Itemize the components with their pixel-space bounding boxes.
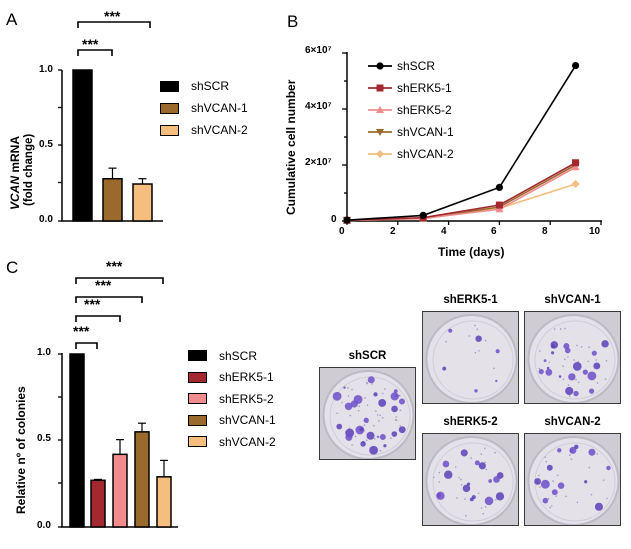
c-ytick-05: 0.5	[37, 433, 51, 444]
c-sig-stars-4: ***	[106, 258, 123, 274]
b-xtick: 10	[589, 226, 601, 237]
panel-c-chart: 1.0 0.5 0.0 Relative nº of colonies *** …	[0, 250, 300, 544]
b-legend-label: shERK5-2	[397, 103, 452, 117]
c-legend-item: shERK5-1	[188, 367, 276, 389]
legend-label: shSCR	[191, 79, 230, 93]
b-ytick-6e7: 6×10⁷	[305, 45, 332, 56]
bar-shscr	[72, 69, 93, 222]
a-ytick-05: 0.5	[39, 139, 53, 150]
a-legend: shSCR shVCAN-1 shVCAN-2	[160, 75, 248, 141]
colony-photo-sherk5-2	[422, 433, 519, 526]
line-shscr	[346, 65, 577, 221]
legend-label: shSCR	[219, 348, 258, 363]
legend-label: shVCAN-2	[191, 123, 248, 137]
c-sig-stars-1: ***	[73, 323, 90, 339]
legend-swatch-icon	[188, 371, 207, 383]
colony-photo-sherk5-1	[422, 311, 519, 404]
legend-label: shVCAN-2	[219, 434, 276, 449]
legend-label: shERK5-1	[219, 370, 274, 385]
b-ytick-2e7: 2×10⁷	[305, 157, 332, 168]
a-ylabel-line2: (fold change)	[23, 133, 35, 206]
a-legend-item: shSCR	[160, 75, 248, 97]
bar-shvcan-2	[156, 476, 172, 528]
b-legend-label: shERK5-1	[397, 81, 452, 95]
photo-label-sherk5-2: shERK5-2	[443, 416, 498, 428]
legend-label: shERK5-2	[219, 391, 274, 406]
legend-swatch-icon	[188, 393, 207, 405]
photo-label-sherk5-1: shERK5-1	[443, 294, 498, 306]
c-ylabel: Relative nº of colonies	[14, 386, 28, 514]
b-xtick: 6	[491, 226, 497, 237]
line-sherk5-1	[346, 162, 576, 222]
legend-swatch-icon	[160, 102, 179, 114]
a-ytick-1: 1.0	[39, 64, 53, 75]
a-legend-item: shVCAN-1	[160, 97, 248, 119]
c-ytick-1: 1.0	[37, 347, 51, 358]
panel-letter-c: C	[6, 258, 19, 277]
c-legend-item: shVCAN-1	[188, 410, 276, 432]
a-sig-stars-2: ***	[104, 8, 121, 24]
b-legend-label: shSCR	[397, 59, 436, 73]
colony-photo-shvcan-2	[524, 433, 621, 526]
c-legend-item: shERK5-2	[188, 388, 276, 410]
b-xtick: 0	[339, 226, 345, 237]
photo-label-shvcan-1: shVCAN-1	[544, 294, 601, 306]
panel-letter-a: A	[6, 10, 18, 29]
panel-letter-b: B	[287, 12, 299, 31]
b-xlabel: Time (days)	[438, 245, 505, 259]
panel-a-plot	[58, 21, 163, 222]
b-xtick: 4	[441, 226, 447, 237]
bar-sherk5-2	[112, 453, 128, 528]
c-sig-stars-2: ***	[84, 296, 101, 312]
legend-swatch-icon	[160, 124, 179, 136]
c-sig-stars-3: ***	[95, 277, 112, 293]
a-legend-item: shVCAN-2	[160, 119, 248, 141]
colony-photo-shscr	[319, 367, 416, 460]
c-legend-item: shVCAN-2	[188, 431, 276, 453]
photo-label-shscr: shSCR	[348, 350, 387, 362]
legend-swatch-icon	[160, 80, 179, 92]
b-legend: shSCR shERK5-1 shERK5-2 shVCAN-1 shVCAN-…	[397, 55, 454, 165]
b-ytick-0: 0	[331, 214, 337, 225]
bar-sherk5-1	[90, 479, 106, 528]
b-legend-label: shVCAN-1	[397, 125, 454, 139]
bar-shvcan-1	[134, 431, 150, 528]
legend-swatch-icon	[188, 436, 207, 448]
panel-b-plot	[342, 52, 602, 225]
a-ylabel: VCAN mRNA	[8, 135, 22, 210]
bar-shvcan-2	[132, 183, 153, 222]
panel-a-chart: 1.0 0.5 0.0 VCAN mRNA (fold change) *** …	[0, 0, 260, 240]
photo-label-shvcan-2: shVCAN-2	[544, 416, 601, 428]
b-legend-label: shVCAN-2	[397, 147, 454, 161]
panel-c-plot	[58, 277, 178, 528]
c-ytick-0: 0.0	[37, 520, 51, 531]
b-xtick: 8	[542, 226, 548, 237]
legend-swatch-icon	[188, 414, 207, 426]
legend-label: shVCAN-1	[191, 101, 248, 115]
bar-shscr	[69, 353, 85, 528]
c-legend-item: shSCR	[188, 345, 276, 367]
b-ytick-4e7: 4×10⁷	[305, 101, 332, 112]
legend-swatch-icon	[188, 350, 207, 362]
b-ylabel: Cumulative cell number	[284, 79, 298, 215]
panel-b-chart: 0 2 4 6 8 10 0 2×10⁷ 4×10⁷ 6×10⁷ Time (d…	[260, 0, 631, 280]
colony-photo-shvcan-1	[524, 311, 621, 404]
c-legend: shSCR shERK5-1 shERK5-2 shVCAN-1 shVCAN-…	[188, 345, 276, 453]
bar-shvcan-1	[102, 177, 123, 222]
a-sig-stars-1: ***	[82, 36, 99, 52]
a-ytick-0: 0.0	[39, 214, 53, 225]
b-xtick: 2	[390, 226, 396, 237]
legend-label: shVCAN-1	[219, 413, 276, 428]
